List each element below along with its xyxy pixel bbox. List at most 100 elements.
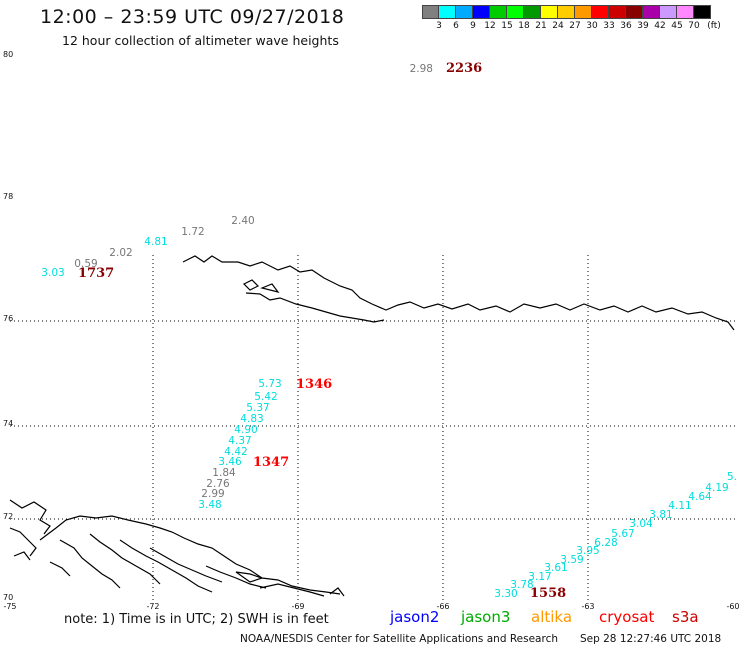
wave-height-label: 4.81 (144, 236, 167, 248)
legend-tick-label: 3 (436, 21, 442, 31)
legend-swatch (456, 5, 473, 19)
wave-height-label: 2.76 (206, 478, 230, 490)
wave-height-label: 2.99 (201, 488, 224, 500)
lat-label: 78 (3, 192, 13, 201)
coastline-segment (235, 571, 264, 583)
legend-swatch (541, 5, 558, 19)
wave-height-label: 5.73 (258, 378, 281, 390)
wave-height-label: 3.46 (218, 456, 242, 468)
wave-height-label: 3.78 (510, 579, 533, 591)
legend-tick-label: 18 (518, 21, 530, 31)
map-title: 12:00 – 23:59 UTC 09/27/2018 (40, 6, 345, 28)
coastline-segment (59, 539, 121, 589)
satellite-label-jason2: jason2 (390, 608, 440, 626)
wave-height-label: 1737 (78, 266, 114, 281)
wave-height-label: 5.67 (611, 528, 634, 540)
legend-tick-label: 6 (453, 21, 459, 31)
legend-swatch (592, 5, 609, 19)
coastline-segment (119, 539, 213, 593)
lon-label: -66 (436, 602, 449, 611)
wave-height-label: 1558 (530, 586, 566, 601)
coastline-segment (9, 527, 37, 557)
satellite-label-s3a: s3a (672, 608, 699, 626)
color-legend (422, 5, 711, 19)
wave-height-label: 3.03 (41, 267, 64, 279)
legend-tick-label: 39 (637, 21, 649, 31)
lon-label: -69 (291, 602, 304, 611)
coastline-segment (329, 587, 345, 597)
lat-lon-grid (10, 255, 735, 600)
wave-height-label: 1347 (253, 455, 289, 470)
legend-swatch (558, 5, 575, 19)
legend-tick-label: 33 (603, 21, 615, 31)
coastline-segment (49, 561, 71, 577)
legend-tick-label: 27 (569, 21, 581, 31)
lat-label: 76 (3, 314, 13, 323)
satellite-label-altika: altika (531, 608, 573, 626)
wave-height-label: 4.37 (228, 435, 251, 447)
wave-height-label: 3.48 (198, 499, 221, 511)
wave-height-label: 5. (727, 471, 737, 483)
legend-swatch (660, 5, 677, 19)
footer-org: NOAA/NESDIS Center for Satellite Applica… (240, 633, 558, 645)
legend-tick-label: 9 (470, 21, 476, 31)
legend-swatch (490, 5, 507, 19)
legend-tick-label: 15 (501, 21, 513, 31)
legend-swatch (677, 5, 694, 19)
wave-height-label: 1.72 (181, 226, 204, 238)
legend-swatch (422, 5, 439, 19)
lon-label: -60 (726, 602, 739, 611)
units-note: note: 1) Time is in UTC; 2) SWH is in fe… (64, 612, 329, 627)
coastline-segment (245, 292, 385, 323)
coastline-segment (259, 583, 325, 597)
wave-height-label: 4.11 (668, 500, 691, 512)
legend-tick-label: 12 (484, 21, 496, 31)
legend-tick-label: 24 (552, 21, 564, 31)
satellite-label-jason3: jason3 (461, 608, 511, 626)
wave-height-label: 1.84 (212, 467, 236, 479)
legend-tick-label: 36 (620, 21, 632, 31)
lon-label: -75 (3, 602, 16, 611)
wave-height-label: 3.95 (576, 545, 599, 557)
legend-swatch (643, 5, 660, 19)
legend-swatch (609, 5, 626, 19)
wave-height-label: 3.61 (544, 562, 567, 574)
observation-labels: 2.98 2236 2.40 1.72 4.81 2.02 0.59 3.03 1737 5.73… (41, 61, 737, 601)
wave-height-label: 3.81 (649, 509, 672, 521)
legend-swatch (524, 5, 541, 19)
wave-height-label: 3.59 (560, 554, 583, 566)
coastline-segment (182, 255, 735, 331)
lon-label: -72 (146, 602, 159, 611)
legend-tick-label: (ft) (707, 21, 721, 31)
wave-height-label: 6.28 (594, 537, 617, 549)
axis-labels: 80 78 76 74 72 70-75 -72 -69 -66 -63 -60 (3, 50, 740, 611)
wave-height-label: 4.19 (705, 482, 728, 494)
coastline-segment (13, 551, 31, 561)
wave-height-label: 3.17 (528, 571, 551, 583)
legend-swatch (694, 5, 711, 19)
lon-label: -63 (581, 602, 594, 611)
coastline-segment (242, 279, 260, 291)
legend-swatch (439, 5, 456, 19)
wave-height-label: 2.98 (410, 63, 433, 75)
coastline-segment (260, 283, 280, 293)
lat-label: 72 (3, 512, 13, 521)
wave-height-label: 4.83 (240, 413, 263, 425)
wave-height-label: 4.64 (688, 491, 712, 503)
footer-timestamp: Sep 28 12:27:46 UTC 2018 (580, 633, 722, 645)
wave-height-label: 5.37 (246, 402, 269, 414)
coastline-segment (89, 533, 161, 585)
legend-tick-label: 70 (688, 21, 700, 31)
wave-height-label: 2236 (446, 61, 482, 76)
satellite-label-cryosat: cryosat (599, 608, 655, 626)
legend-tick-label: 21 (535, 21, 547, 31)
wave-height-label: 2.40 (231, 215, 254, 227)
legend-swatch (507, 5, 524, 19)
legend-tick-label: 42 (654, 21, 666, 31)
wave-height-label: 2.02 (109, 247, 132, 259)
wave-height-label: 1346 (296, 377, 332, 392)
legend-swatch (626, 5, 643, 19)
coastline-segment (39, 515, 341, 595)
coastline-segment (205, 565, 267, 589)
wave-height-label: 0.59 (74, 258, 97, 270)
